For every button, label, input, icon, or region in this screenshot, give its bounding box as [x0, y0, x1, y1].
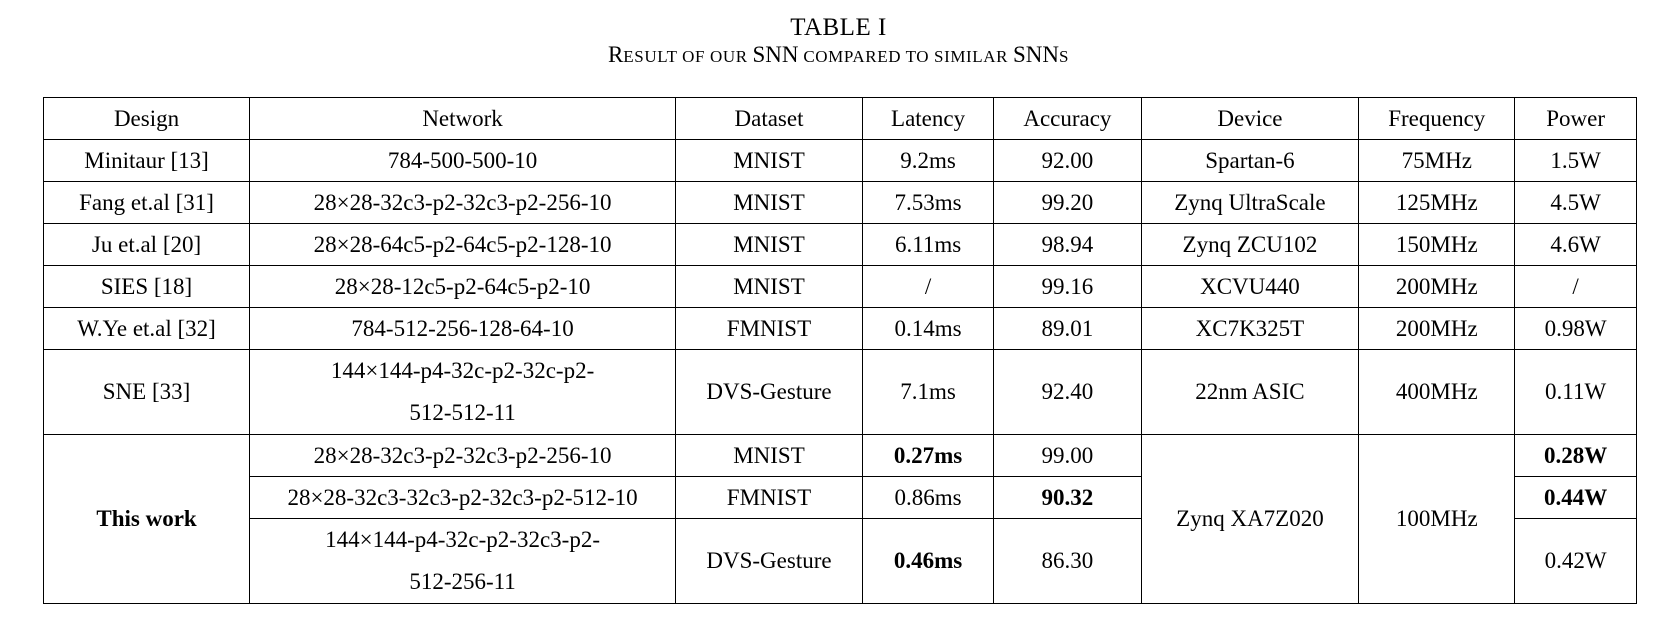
cell-frequency: 150MHz [1358, 223, 1516, 266]
cell-accuracy: 86.30 [993, 518, 1142, 604]
cell-accuracy: 92.40 [993, 349, 1142, 435]
cell-dataset: MNIST [675, 434, 863, 477]
cell-design: Ju et.al [20] [42, 223, 251, 266]
header-accuracy: Accuracy [993, 97, 1142, 140]
cell-dataset: MNIST [675, 139, 863, 182]
cell-network: 28×28-32c3-p2-32c3-p2-256-10 [249, 181, 677, 224]
cell-device: 22nm ASIC [1140, 349, 1360, 435]
cell-power: 0.44W [1514, 476, 1637, 519]
cell-power: 0.98W [1514, 307, 1637, 350]
cell-network: 28×28-64c5-p2-64c5-p2-128-10 [249, 223, 677, 266]
cell-device: Zynq ZCU102 [1140, 223, 1360, 266]
table-row: Minitaur [13] 784-500-500-10 MNIST 9.2ms… [42, 139, 1637, 182]
cell-frequency: 200MHz [1358, 265, 1516, 308]
cell-design: SNE [33] [42, 349, 251, 435]
cell-network: 784-512-256-128-64-10 [249, 307, 677, 350]
header-power: Power [1514, 97, 1637, 140]
cell-network: 28×28-32c3-32c3-p2-32c3-p2-512-10 [249, 476, 677, 519]
cell-frequency: 200MHz [1358, 307, 1516, 350]
cell-dataset: MNIST [675, 265, 863, 308]
cell-frequency: 400MHz [1358, 349, 1516, 435]
header-device: Device [1140, 97, 1360, 140]
cell-design: Fang et.al [31] [42, 181, 251, 224]
cell-power: 4.5W [1514, 181, 1637, 224]
cell-network: 28×28-12c5-p2-64c5-p2-10 [249, 265, 677, 308]
cell-accuracy: 92.00 [993, 139, 1142, 182]
cell-latency: 0.27ms [861, 434, 995, 477]
cell-accuracy: 99.00 [993, 434, 1142, 477]
cell-latency: 0.14ms [861, 307, 995, 350]
network-line-2: 512-512-11 [409, 400, 516, 425]
cell-power: 1.5W [1514, 139, 1637, 182]
cell-network: 784-500-500-10 [249, 139, 677, 182]
cell-device: XC7K325T [1140, 307, 1360, 350]
network-line-1: 144×144-p4-32c-p2-32c3-p2- [325, 527, 600, 552]
comparison-table: Design Network Dataset Latency Accuracy … [42, 97, 1637, 604]
cell-network: 28×28-32c3-p2-32c3-p2-256-10 [249, 434, 677, 477]
cell-dataset: DVS-Gesture [675, 518, 863, 604]
table-row: W.Ye et.al [32] 784-512-256-128-64-10 FM… [42, 307, 1637, 350]
cell-accuracy: 90.32 [993, 476, 1142, 519]
cell-device: Zynq UltraScale [1140, 181, 1360, 224]
cell-accuracy: 98.94 [993, 223, 1142, 266]
cell-design: Minitaur [13] [42, 139, 251, 182]
table-row: SNE [33] 144×144-p4-32c-p2-32c-p2- 512-5… [42, 349, 1637, 435]
cell-power: / [1514, 265, 1637, 308]
cell-latency: 9.2ms [861, 139, 995, 182]
header-latency: Latency [861, 97, 995, 140]
cell-device: XCVU440 [1140, 265, 1360, 308]
cell-power: 4.6W [1514, 223, 1637, 266]
cell-dataset: DVS-Gesture [675, 349, 863, 435]
cell-frequency: 125MHz [1358, 181, 1516, 224]
header-network: Network [249, 97, 677, 140]
cell-dataset: FMNIST [675, 476, 863, 519]
cell-frequency-this-work: 100MHz [1358, 434, 1516, 604]
cell-device-this-work: Zynq XA7Z020 [1140, 434, 1360, 604]
cell-dataset: MNIST [675, 223, 863, 266]
cell-design: W.Ye et.al [32] [42, 307, 251, 350]
cell-device: Spartan-6 [1140, 139, 1360, 182]
cell-power: 0.11W [1514, 349, 1637, 435]
cell-dataset: FMNIST [675, 307, 863, 350]
cell-dataset: MNIST [675, 181, 863, 224]
cell-power: 0.28W [1514, 434, 1637, 477]
header-design: Design [42, 97, 251, 140]
network-line-1: 144×144-p4-32c-p2-32c-p2- [330, 358, 595, 383]
table-row: Ju et.al [20] 28×28-64c5-p2-64c5-p2-128-… [42, 223, 1637, 266]
table-title: RESULT OF OUR SNN COMPARED TO SIMILAR SN… [607, 42, 1070, 67]
cell-latency: 6.11ms [861, 223, 995, 266]
cell-latency: 7.1ms [861, 349, 995, 435]
header-row: Design Network Dataset Latency Accuracy … [42, 97, 1637, 140]
cell-latency: / [861, 265, 995, 308]
this-work-row: 144×144-p4-32c-p2-32c3-p2- 512-256-11 DV… [44, 518, 1637, 604]
cell-accuracy: 89.01 [993, 307, 1142, 350]
cell-design: SIES [18] [42, 265, 251, 308]
cell-latency: 7.53ms [861, 181, 995, 224]
cell-design-this-work: This work [42, 434, 251, 604]
header-frequency: Frequency [1358, 97, 1516, 140]
cell-latency: 0.86ms [861, 476, 995, 519]
cell-accuracy: 99.16 [993, 265, 1142, 308]
header-dataset: Dataset [675, 97, 863, 140]
table-row: Fang et.al [31] 28×28-32c3-p2-32c3-p2-25… [42, 181, 1637, 224]
cell-network: 144×144-p4-32c-p2-32c3-p2- 512-256-11 [249, 518, 677, 604]
table-row: SIES [18] 28×28-12c5-p2-64c5-p2-10 MNIST… [42, 265, 1637, 308]
cell-latency: 0.46ms [861, 518, 995, 604]
cell-frequency: 75MHz [1358, 139, 1516, 182]
cell-power: 0.42W [1514, 518, 1637, 604]
this-work-row: This work 28×28-32c3-p2-32c3-p2-256-10 M… [42, 434, 1637, 604]
cell-accuracy: 99.20 [993, 181, 1142, 224]
network-line-2: 512-256-11 [409, 569, 516, 594]
table-number: TABLE I [790, 14, 887, 41]
cell-network: 144×144-p4-32c-p2-32c-p2- 512-512-11 [249, 349, 677, 435]
